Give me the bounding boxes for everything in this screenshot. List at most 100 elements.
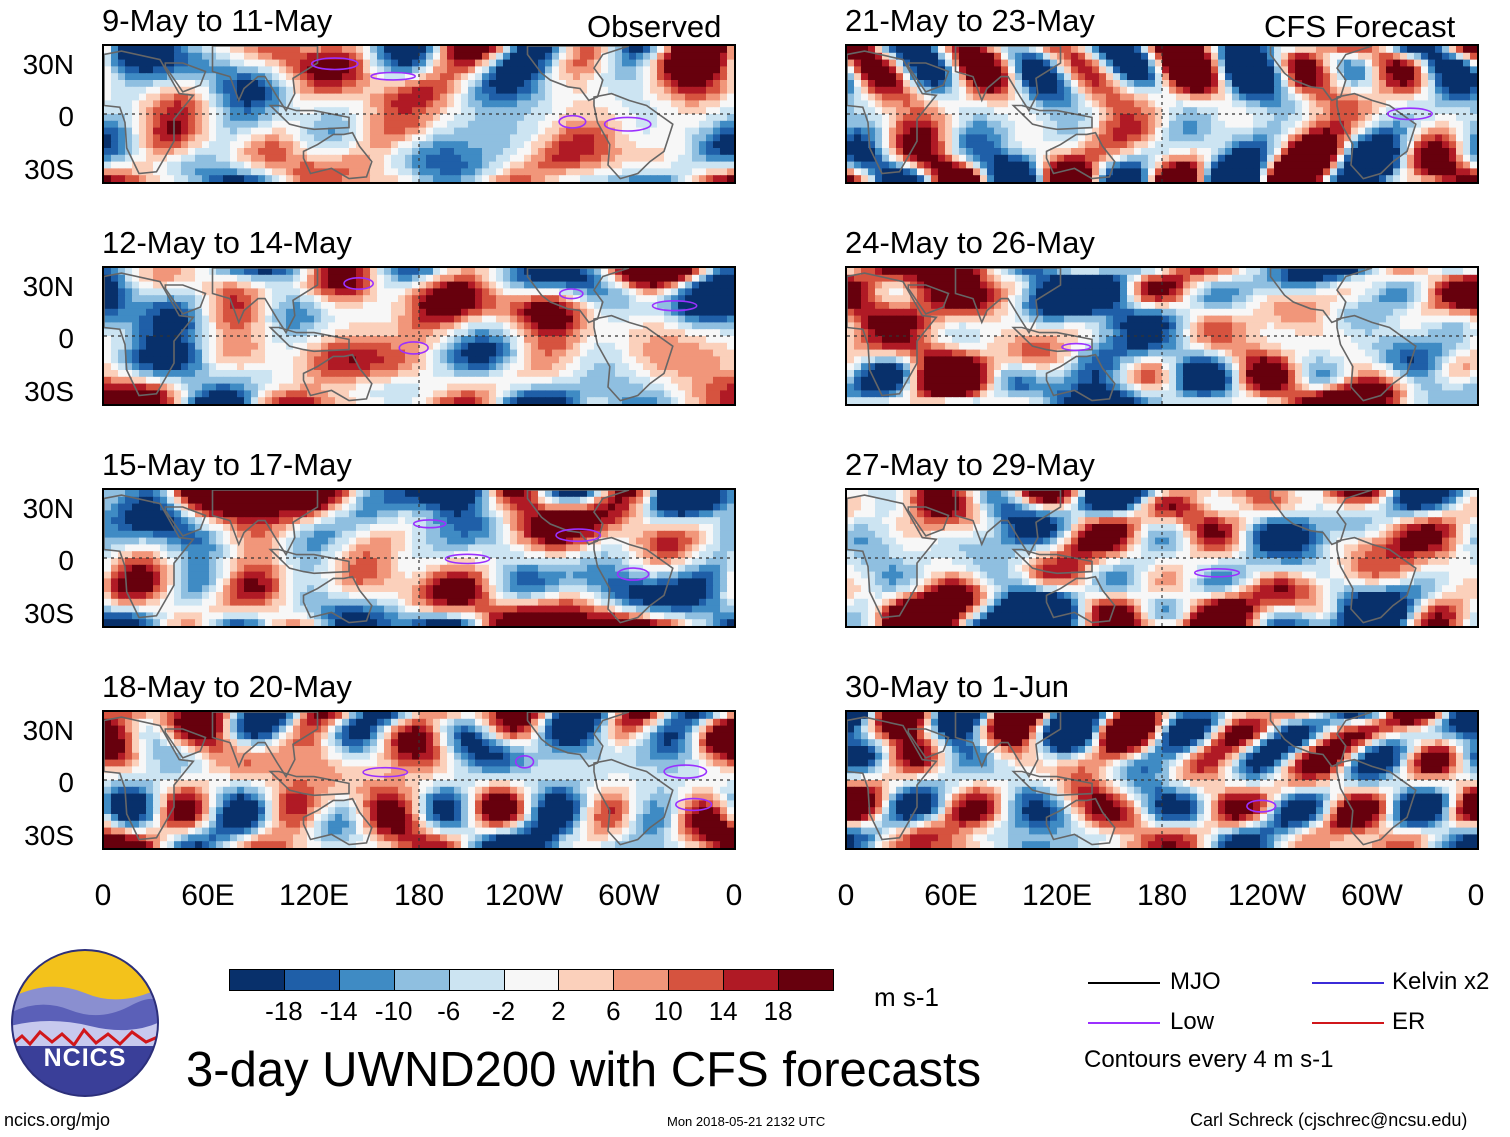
anomaly-cell: [363, 356, 371, 364]
anomaly-cell: [482, 510, 490, 518]
anomaly-cell: [272, 302, 280, 310]
anomaly-cell: [104, 370, 112, 378]
anomaly-cell: [230, 168, 238, 176]
anomaly-cell: [314, 288, 322, 296]
anomaly-cell: [419, 363, 427, 371]
anomaly-cell: [118, 517, 126, 525]
anomaly-cell: [678, 544, 686, 552]
anomaly-cell: [335, 370, 343, 378]
anomaly-cell: [629, 551, 637, 559]
anomaly-cell: [363, 154, 371, 163]
anomaly-cell: [356, 175, 364, 182]
anomaly-cell: [447, 288, 455, 296]
anomaly-cell: [657, 86, 665, 95]
anomaly-cell: [678, 168, 686, 176]
anomaly-cell: [146, 510, 154, 518]
anomaly-cell: [314, 175, 322, 182]
anomaly-cell: [685, 551, 693, 559]
anomaly-cell: [559, 530, 567, 539]
anomaly-cell: [223, 154, 231, 163]
anomaly-cell: [321, 80, 329, 88]
anomaly-cell: [314, 342, 322, 351]
anomaly-cell: [167, 86, 175, 95]
anomaly-cell: [377, 496, 385, 505]
anomaly-cell: [307, 564, 315, 573]
anomaly-cell: [664, 154, 672, 163]
anomaly-cell: [419, 490, 427, 498]
anomaly-cell: [678, 107, 686, 115]
anomaly-cell: [307, 585, 315, 593]
anomaly-cell: [384, 288, 392, 296]
anomaly-cell: [202, 322, 210, 330]
anomaly-cell: [440, 544, 448, 552]
anomaly-cell: [244, 73, 252, 81]
anomaly-cell: [454, 86, 462, 95]
anomaly-cell: [440, 322, 448, 330]
anomaly-cell: [531, 578, 539, 586]
anomaly-cell: [125, 397, 133, 404]
anomaly-cell: [468, 578, 476, 586]
anomaly-cell: [174, 114, 182, 122]
anomaly-cell: [293, 127, 301, 135]
anomaly-cell: [692, 544, 700, 552]
anomaly-cell: [384, 134, 392, 142]
anomaly-cell: [657, 302, 665, 310]
anomaly-cell: [188, 558, 196, 566]
anomaly-cell: [482, 52, 490, 61]
anomaly-cell: [132, 168, 140, 176]
anomaly-cell: [111, 530, 119, 539]
anomaly-cell: [146, 295, 154, 303]
anomaly-cell: [440, 329, 448, 337]
anomaly-cell: [510, 530, 518, 539]
anomaly-cell: [125, 363, 133, 371]
anomaly-cell: [594, 329, 602, 337]
anomaly-cell: [461, 376, 469, 385]
anomaly-cell: [461, 66, 469, 74]
anomaly-cell: [671, 564, 679, 573]
anomaly-cell: [258, 107, 266, 115]
anomaly-cell: [160, 120, 168, 129]
anomaly-cell: [181, 107, 189, 115]
anomaly-cell: [398, 390, 406, 398]
anomaly-cell: [384, 100, 392, 108]
anomaly-cell: [671, 322, 679, 330]
anomaly-cell: [657, 356, 665, 364]
anomaly-cell: [692, 530, 700, 539]
anomaly-cell: [335, 490, 343, 498]
anomaly-cell: [349, 510, 357, 518]
anomaly-cell: [566, 383, 574, 391]
anomaly-cell: [139, 302, 147, 310]
anomaly-cell: [517, 356, 525, 364]
anomaly-cell: [223, 93, 231, 101]
anomaly-cell: [286, 530, 294, 539]
anomaly-cell: [510, 288, 518, 296]
anomaly-cell: [223, 66, 231, 74]
anomaly-cell: [356, 517, 364, 525]
anomaly-cell: [384, 161, 392, 169]
anomaly-cell: [412, 370, 420, 378]
anomaly-cell: [216, 578, 224, 586]
anomaly-cell: [153, 490, 161, 498]
anomaly-cell: [349, 551, 357, 559]
anomaly-cell: [692, 390, 700, 398]
anomaly-cell: [461, 281, 469, 289]
anomaly-cell: [139, 564, 147, 573]
anomaly-cell: [545, 503, 553, 511]
anomaly-cell: [678, 571, 686, 579]
anomaly-cell: [573, 383, 581, 391]
anomaly-cell: [475, 496, 483, 505]
anomaly-cell: [139, 592, 147, 600]
anomaly-cell: [461, 383, 469, 391]
anomaly-cell: [307, 322, 315, 330]
anomaly-cell: [559, 268, 567, 276]
anomaly-cell: [559, 59, 567, 67]
anomaly-cell: [139, 517, 147, 525]
anomaly-cell: [286, 496, 294, 505]
anomaly-cell: [643, 356, 651, 364]
anomaly-cell: [321, 148, 329, 156]
anomaly-cell: [419, 308, 427, 317]
anomaly-cell: [398, 46, 406, 54]
anomaly-cell: [643, 127, 651, 135]
anomaly-cell: [727, 127, 734, 135]
anomaly-cell: [321, 73, 329, 81]
